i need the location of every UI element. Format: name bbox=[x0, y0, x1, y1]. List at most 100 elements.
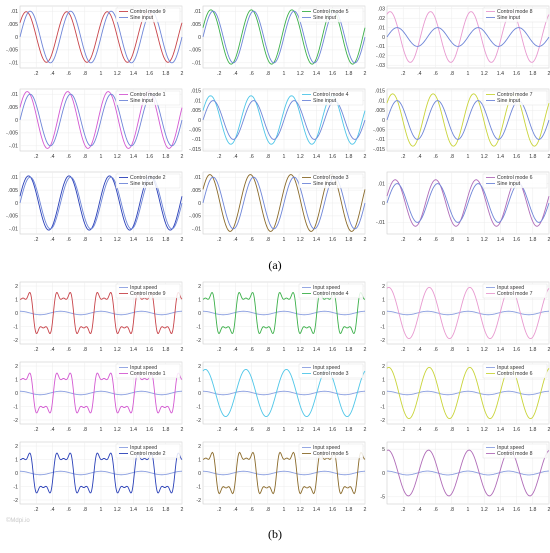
legend-box bbox=[482, 363, 548, 379]
x-tick-label: .6 bbox=[433, 347, 437, 353]
x-tick-label: .4 bbox=[233, 347, 237, 353]
legend-box bbox=[115, 283, 181, 299]
y-tick-label: 0 bbox=[15, 118, 18, 124]
y-tick-label: -5 bbox=[380, 495, 385, 501]
x-tick-label: 1.8 bbox=[529, 154, 536, 160]
chart-panel-a-2-1: .2 .4 .6 .8 1 1.2 1.4 1.6 1.8 2 -.01 -.005 0 .005 .01 C… bbox=[189, 171, 367, 243]
x-tick-label: 1.2 bbox=[481, 427, 488, 433]
x-tick-label: 2 bbox=[364, 154, 367, 160]
x-tick-label: .6 bbox=[249, 71, 253, 77]
watermark: ©Mdpi.io bbox=[6, 518, 30, 524]
x-tick-label: .8 bbox=[450, 347, 454, 353]
y-tick-label: 0 bbox=[382, 391, 385, 397]
legend-label: Control mode 4 bbox=[313, 92, 349, 98]
x-tick-label: 2 bbox=[548, 347, 550, 353]
legend-label: Sine input bbox=[497, 15, 521, 21]
y-tick-label: 0 bbox=[198, 118, 201, 124]
legend-label: Control mode 1 bbox=[130, 371, 166, 377]
legend-label: Control mode 6 bbox=[497, 371, 533, 377]
legend-box bbox=[298, 7, 364, 23]
y-tick-label: -.03 bbox=[376, 63, 385, 69]
x-tick-label: 2 bbox=[181, 347, 184, 353]
y-tick-label: -.005 bbox=[6, 214, 18, 220]
y-tick-label: -1 bbox=[380, 324, 385, 330]
y-tick-label: -1 bbox=[13, 484, 18, 490]
series-line-control-mode-1 bbox=[19, 372, 183, 414]
legend-label: Control mode 8 bbox=[497, 451, 533, 457]
x-tick-label: 1.6 bbox=[329, 427, 336, 433]
series-line-control-mode-9 bbox=[19, 292, 183, 334]
y-tick-label: 2 bbox=[198, 284, 201, 290]
x-tick-label: 1.4 bbox=[497, 154, 504, 160]
x-tick-label: .4 bbox=[233, 507, 237, 513]
y-tick-label: 1 bbox=[198, 297, 201, 303]
y-tick-label: -.02 bbox=[376, 54, 385, 60]
y-tick-label: 1 bbox=[198, 457, 201, 463]
y-tick-label: -1 bbox=[196, 404, 201, 410]
x-tick-label: .2 bbox=[401, 347, 405, 353]
chart-panel-a-1-0: .2 .4 .6 .8 1 1.2 1.4 1.6 1.8 2 -.01 -.005 0 .005 .01 C… bbox=[6, 88, 184, 160]
x-tick-label: .6 bbox=[66, 71, 70, 77]
x-tick-label: .2 bbox=[401, 507, 405, 513]
y-tick-label: .01 bbox=[194, 9, 201, 15]
x-tick-label: 1 bbox=[283, 154, 286, 160]
x-tick-label: .4 bbox=[50, 347, 54, 353]
y-tick-label: -1 bbox=[196, 484, 201, 490]
x-tick-label: 1.4 bbox=[130, 71, 137, 77]
legend-label: Control mode 2 bbox=[130, 451, 166, 457]
chart-panel-b-1-0: .2 .4 .6 .8 1 1.2 1.4 1.6 1.8 2 -2 -1 0 1 2 Input speed… bbox=[13, 361, 184, 433]
legend-label: Sine input bbox=[313, 98, 337, 104]
legend-box bbox=[115, 7, 181, 23]
x-tick-label: .4 bbox=[233, 71, 237, 77]
x-tick-label: .6 bbox=[66, 507, 70, 513]
x-tick-label: .8 bbox=[83, 427, 87, 433]
x-tick-label: 1.6 bbox=[146, 71, 153, 77]
chart-panel-b-1-1: .2 .4 .6 .8 1 1.2 1.4 1.6 1.8 2 -2 -1 0 1 2 Input speed… bbox=[196, 361, 367, 433]
y-tick-label: 1 bbox=[15, 377, 18, 383]
x-tick-label: 1 bbox=[283, 507, 286, 513]
x-tick-label: 1.4 bbox=[313, 154, 320, 160]
x-tick-label: 1.4 bbox=[313, 237, 320, 243]
legend-label: Sine input bbox=[497, 98, 521, 104]
y-tick-label: -.01 bbox=[376, 44, 385, 50]
chart-panel-b-2-0: .2 .4 .6 .8 1 1.2 1.4 1.6 1.8 2 -2 -1 0 1 2 Input speed… bbox=[13, 441, 184, 513]
x-tick-label: .2 bbox=[217, 507, 221, 513]
x-tick-label: .4 bbox=[233, 427, 237, 433]
x-tick-label: 1.4 bbox=[497, 507, 504, 513]
x-tick-label: .8 bbox=[266, 71, 270, 77]
x-tick-label: 2 bbox=[181, 71, 184, 77]
x-tick-label: 1.8 bbox=[162, 507, 169, 513]
y-tick-label: 0 bbox=[15, 391, 18, 397]
y-tick-label: 2 bbox=[382, 284, 385, 290]
legend-box bbox=[298, 363, 364, 379]
x-tick-label: 1.2 bbox=[297, 237, 304, 243]
x-tick-label: 1.6 bbox=[146, 507, 153, 513]
x-tick-label: .2 bbox=[34, 347, 38, 353]
x-tick-label: 2 bbox=[548, 507, 550, 513]
legend-box bbox=[482, 7, 548, 23]
x-tick-label: 2 bbox=[364, 237, 367, 243]
x-tick-label: 1.6 bbox=[513, 237, 520, 243]
x-tick-label: .6 bbox=[66, 347, 70, 353]
legend-box bbox=[298, 173, 364, 189]
y-tick-label: -.01 bbox=[9, 227, 18, 233]
legend-label: Sine input bbox=[313, 181, 337, 187]
legend-label: Control mode 3 bbox=[313, 371, 349, 377]
y-tick-label: -.015 bbox=[373, 147, 385, 153]
legend-box bbox=[115, 90, 181, 106]
series-line-control-mode-2 bbox=[19, 452, 183, 494]
y-tick-label: 0 bbox=[15, 201, 18, 207]
legend-label: Control mode 5 bbox=[313, 451, 349, 457]
y-tick-label: .01 bbox=[194, 175, 201, 181]
x-tick-label: 1.4 bbox=[130, 427, 137, 433]
legend-label: Control mode 4 bbox=[313, 291, 349, 297]
series-line-input-speed bbox=[202, 390, 366, 396]
x-tick-label: .6 bbox=[433, 237, 437, 243]
legend-box bbox=[482, 173, 548, 189]
y-tick-label: 0 bbox=[198, 35, 201, 41]
y-tick-label: 0 bbox=[198, 391, 201, 397]
y-tick-label: 0 bbox=[198, 311, 201, 317]
y-tick-label: 0 bbox=[382, 35, 385, 41]
x-tick-label: 1 bbox=[100, 154, 103, 160]
